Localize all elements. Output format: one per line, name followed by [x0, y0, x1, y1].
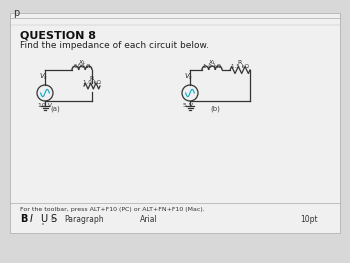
Text: $V_s$: $V_s$ [39, 72, 48, 82]
Text: (b): (b) [210, 106, 220, 113]
FancyBboxPatch shape [10, 13, 340, 233]
Text: p: p [13, 8, 19, 18]
Text: I: I [30, 214, 33, 224]
Text: QUESTION 8: QUESTION 8 [20, 31, 96, 41]
Text: For the toolbar, press ALT+F10 (PC) or ALT+FN+F10 (Mac).: For the toolbar, press ALT+F10 (PC) or A… [20, 207, 205, 212]
Text: $X_L$: $X_L$ [208, 58, 216, 67]
Text: Arial: Arial [140, 215, 158, 224]
Text: 1.0 kΩ: 1.0 kΩ [83, 80, 101, 85]
Text: $X_L$: $X_L$ [78, 58, 86, 67]
Text: B: B [20, 214, 27, 224]
Text: S: S [50, 214, 56, 224]
Text: R: R [90, 76, 94, 81]
Text: 1.5 kΩ: 1.5 kΩ [231, 64, 249, 69]
Text: 10pt: 10pt [300, 215, 318, 224]
Text: (a): (a) [50, 106, 60, 113]
Text: 10 V: 10 V [38, 103, 52, 108]
Text: Paragraph: Paragraph [64, 215, 104, 224]
Text: 1.0 kΩ: 1.0 kΩ [203, 64, 221, 69]
Text: Find the impedance of each circuit below.: Find the impedance of each circuit below… [20, 41, 209, 50]
Text: 5 V: 5 V [183, 103, 193, 108]
Text: R: R [238, 60, 242, 65]
Text: 500 Ω: 500 Ω [74, 64, 90, 69]
Text: $V_s$: $V_s$ [184, 72, 193, 82]
Text: U: U [40, 214, 47, 224]
